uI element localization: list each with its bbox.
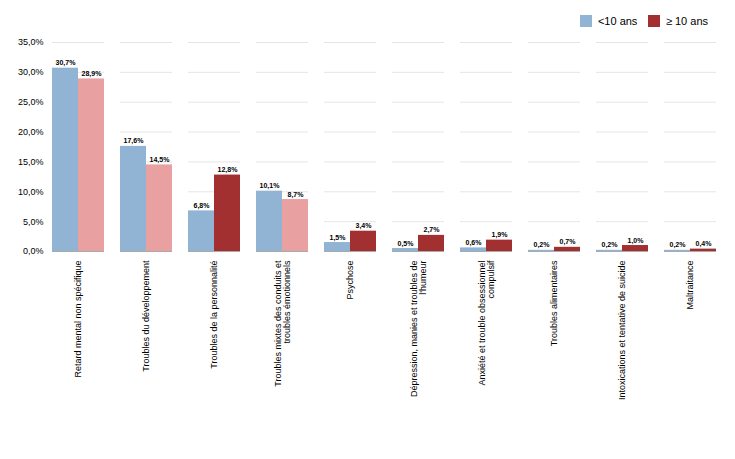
svg-text:0,7%: 0,7% (560, 238, 577, 246)
svg-text:Dépression, manies et troubles: Dépression, manies et troubles del'humeu… (409, 260, 428, 397)
svg-text:Intoxications et tentative de: Intoxications et tentative de suicide (617, 261, 627, 401)
svg-text:0,5%: 0,5% (398, 240, 415, 248)
svg-text:30,7%: 30,7% (56, 59, 77, 67)
svg-text:2,7%: 2,7% (424, 226, 441, 234)
svg-text:6,8%: 6,8% (194, 202, 211, 210)
svg-text:20,0%: 20,0% (18, 127, 44, 137)
svg-text:Troubles de la personnalité: Troubles de la personnalité (209, 261, 219, 369)
html-text:<10 ans: <10 ans (597, 14, 638, 27)
svg-text:0,6%: 0,6% (466, 239, 483, 247)
svg-text:14,5%: 14,5% (150, 156, 171, 164)
svg-text:Retard mental non spécifique: Retard mental non spécifique (73, 261, 83, 378)
svg-text:1,9%: 1,9% (492, 231, 509, 239)
svg-text:1,0%: 1,0% (628, 237, 645, 245)
html-text:≥ 10 ans: ≥ 10 ans (665, 14, 708, 27)
svg-text:8,7%: 8,7% (288, 191, 305, 199)
svg-text:15,0%: 15,0% (18, 157, 44, 167)
svg-text:0,2%: 0,2% (670, 241, 687, 249)
svg-text:10,1%: 10,1% (260, 182, 281, 190)
svg-text:12,8%: 12,8% (218, 166, 239, 174)
svg-text:Psychose: Psychose (345, 261, 355, 300)
svg-text:25,0%: 25,0% (18, 97, 44, 107)
svg-text:3,4%: 3,4% (356, 222, 373, 230)
svg-text:28,9%: 28,9% (82, 70, 103, 78)
svg-text:Maltraitance: Maltraitance (685, 261, 695, 310)
svg-text:0,2%: 0,2% (602, 241, 619, 249)
svg-text:0,2%: 0,2% (534, 241, 551, 249)
svg-text:Anxiété et trouble obsessionne: Anxiété et trouble obsessionnelcompulsif (477, 260, 496, 386)
svg-text:35,0%: 35,0% (18, 37, 44, 47)
svg-text:17,6%: 17,6% (124, 137, 145, 145)
svg-text:30,0%: 30,0% (18, 67, 44, 77)
svg-text:10,0%: 10,0% (18, 187, 44, 197)
svg-text:5,0%: 5,0% (23, 217, 44, 227)
svg-text:1,5%: 1,5% (330, 234, 347, 242)
svg-text:Troubles du développement: Troubles du développement (141, 260, 151, 372)
svg-text:Troubles mixtes des conduits e: Troubles mixtes des conduits ettroubles … (273, 260, 292, 387)
svg-text:0,0%: 0,0% (23, 246, 44, 256)
svg-text:Troubles alimentaires: Troubles alimentaires (549, 260, 559, 346)
svg-text:0,4%: 0,4% (696, 240, 713, 248)
